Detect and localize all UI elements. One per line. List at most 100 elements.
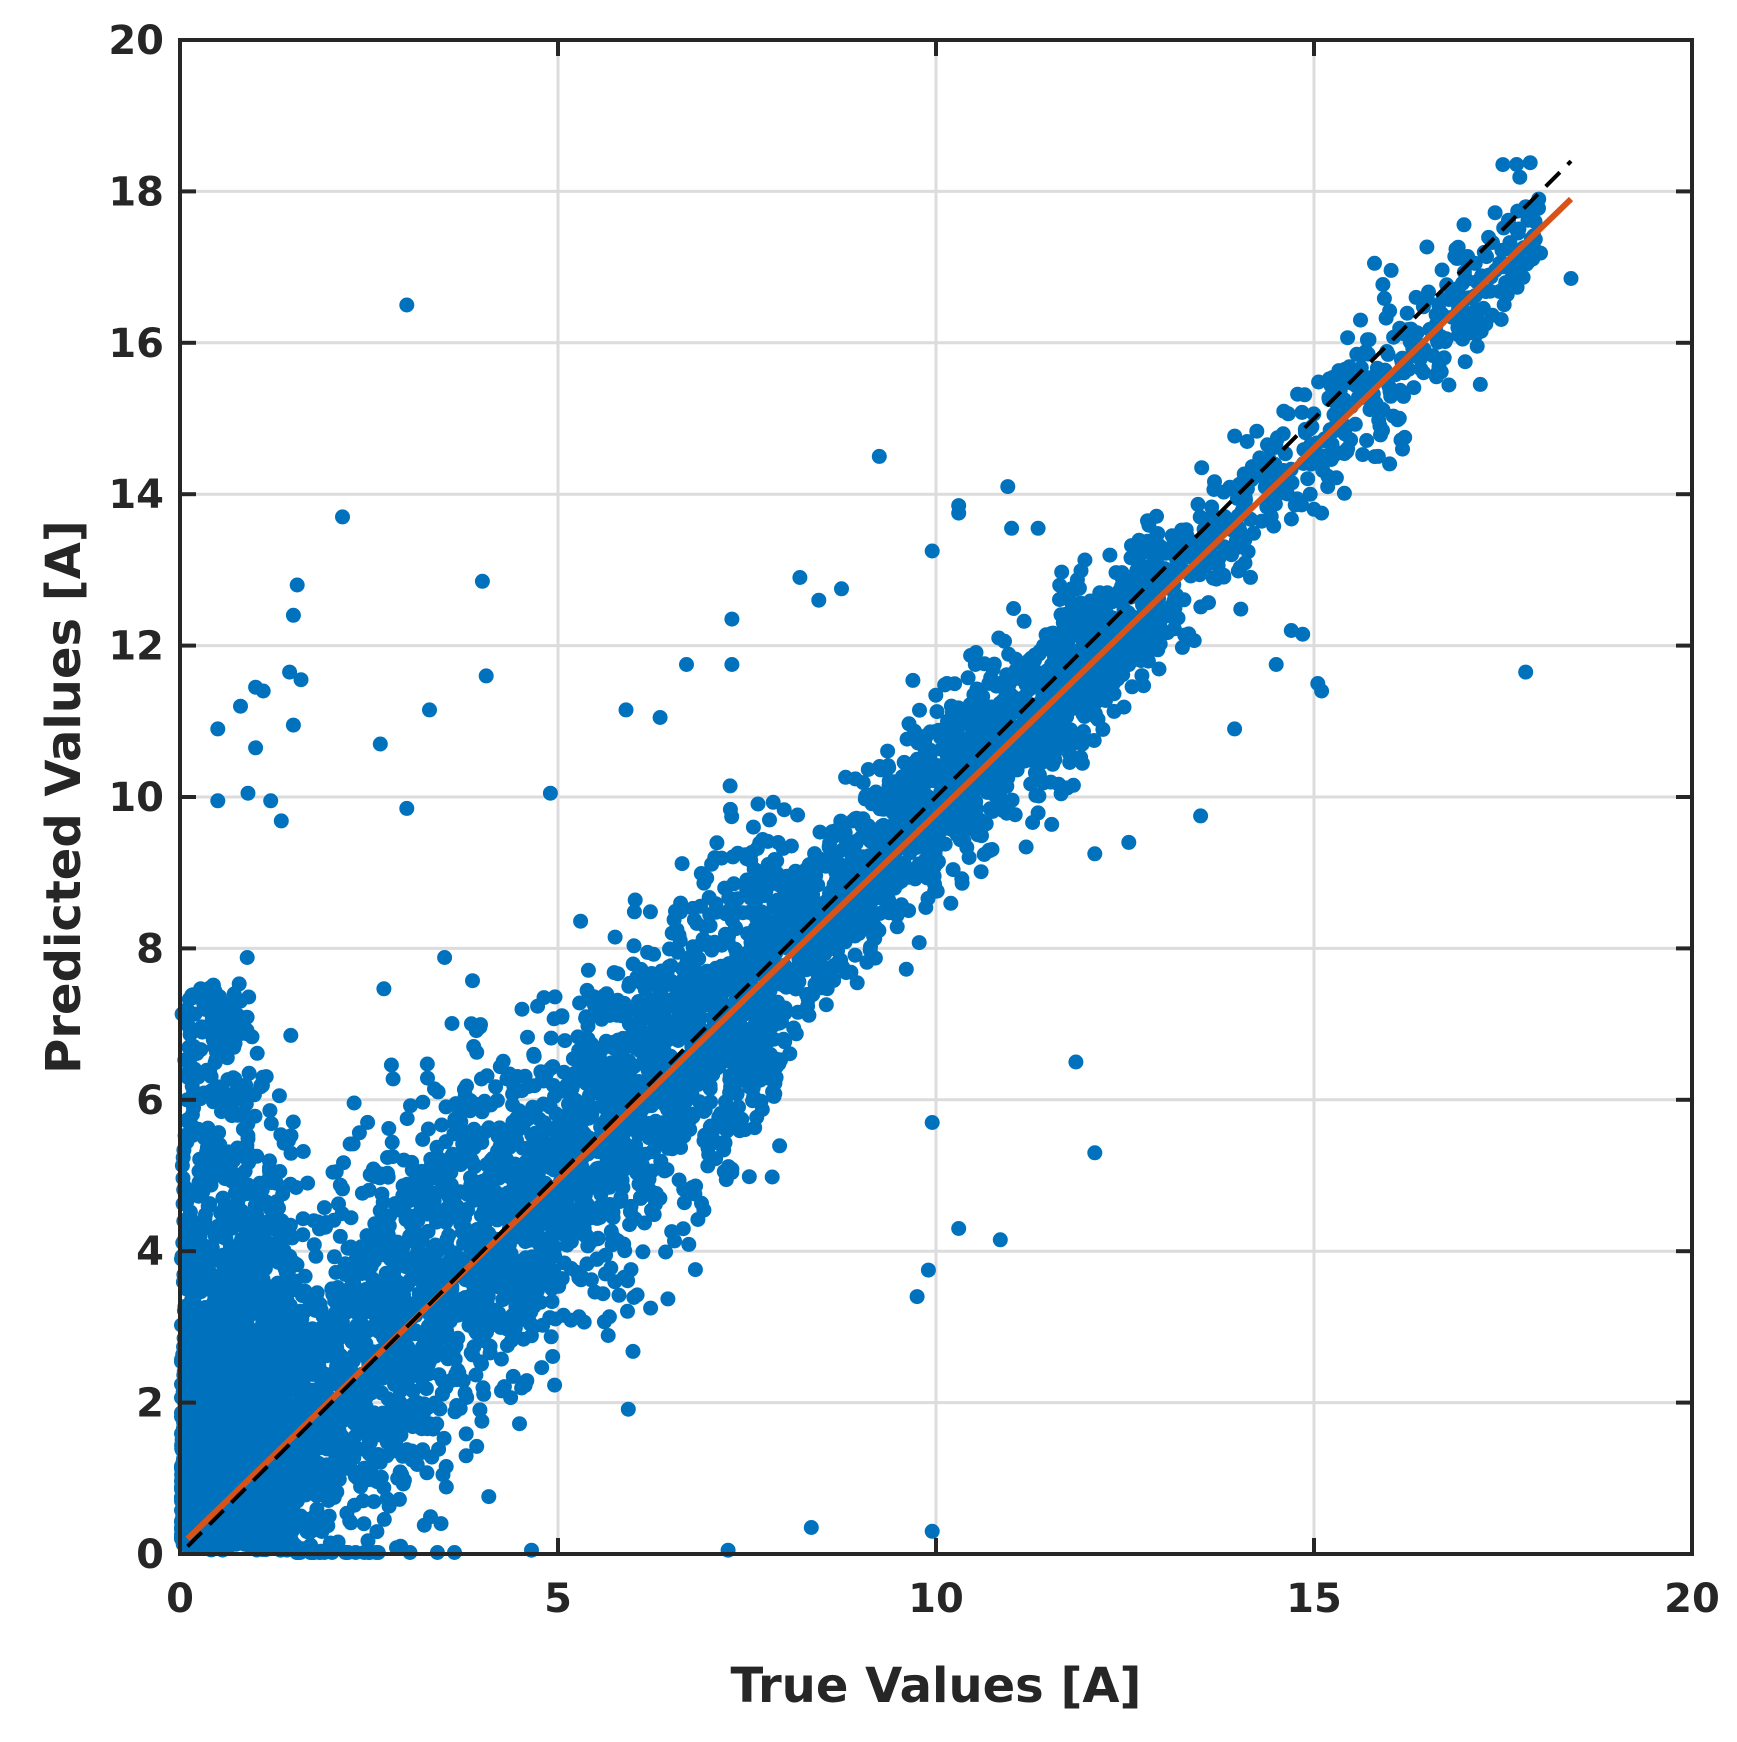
data-point bbox=[973, 864, 989, 880]
data-point bbox=[1353, 312, 1368, 328]
data-point bbox=[687, 1262, 703, 1278]
data-point bbox=[355, 1493, 371, 1509]
data-point bbox=[965, 821, 981, 837]
data-point bbox=[1246, 525, 1262, 541]
data-point bbox=[535, 1317, 551, 1333]
data-point bbox=[469, 1325, 484, 1341]
data-point bbox=[1071, 605, 1087, 621]
data-point bbox=[543, 1030, 559, 1046]
data-point bbox=[1382, 303, 1398, 319]
data-point bbox=[1054, 564, 1070, 580]
data-point bbox=[339, 1288, 355, 1304]
data-point bbox=[383, 1057, 399, 1073]
data-point bbox=[465, 973, 480, 989]
data-point bbox=[626, 938, 642, 954]
data-point bbox=[960, 670, 976, 686]
data-point bbox=[725, 849, 741, 865]
data-point bbox=[376, 981, 392, 997]
data-point bbox=[767, 1075, 783, 1091]
data-point bbox=[717, 1135, 733, 1151]
data-point bbox=[610, 966, 626, 982]
data-point bbox=[332, 1228, 348, 1244]
data-point bbox=[626, 904, 642, 920]
data-point bbox=[1283, 511, 1299, 527]
data-point bbox=[360, 1114, 376, 1130]
data-point bbox=[419, 1465, 435, 1481]
data-point bbox=[674, 856, 690, 872]
data-point bbox=[799, 953, 815, 969]
data-point bbox=[1290, 386, 1306, 402]
data-point bbox=[1331, 363, 1347, 379]
data-point bbox=[1493, 312, 1509, 327]
data-point bbox=[534, 1360, 550, 1376]
data-point bbox=[776, 802, 792, 818]
data-point bbox=[1249, 423, 1265, 439]
data-point bbox=[1349, 346, 1365, 362]
data-point bbox=[545, 1349, 561, 1364]
data-point bbox=[681, 1236, 697, 1252]
data-point bbox=[431, 1367, 447, 1383]
data-point bbox=[643, 1300, 659, 1316]
data-point bbox=[488, 1079, 504, 1095]
data-point bbox=[1018, 839, 1034, 855]
data-point bbox=[559, 1237, 575, 1253]
data-point bbox=[1496, 297, 1512, 313]
data-point bbox=[644, 966, 660, 981]
data-point bbox=[1194, 460, 1210, 476]
data-point bbox=[308, 1248, 324, 1264]
data-point bbox=[1065, 777, 1081, 793]
data-point bbox=[620, 1401, 636, 1417]
data-point bbox=[751, 1064, 767, 1080]
data-point bbox=[1151, 661, 1167, 677]
data-point bbox=[1276, 403, 1292, 419]
data-point bbox=[700, 1158, 716, 1174]
data-point bbox=[497, 1275, 512, 1291]
data-point bbox=[722, 778, 738, 794]
data-point bbox=[838, 769, 854, 785]
data-point bbox=[380, 1150, 395, 1165]
data-point bbox=[1355, 447, 1371, 463]
data-point bbox=[625, 1343, 641, 1359]
data-point bbox=[662, 941, 677, 957]
data-point bbox=[573, 913, 589, 929]
data-point bbox=[316, 1200, 332, 1216]
data-point bbox=[481, 1489, 497, 1505]
data-point bbox=[675, 1221, 691, 1237]
data-point bbox=[812, 824, 828, 840]
data-point bbox=[740, 926, 755, 942]
data-point bbox=[420, 1223, 436, 1239]
data-point bbox=[587, 1284, 603, 1300]
data-point bbox=[947, 676, 963, 692]
data-point bbox=[520, 1029, 535, 1045]
data-point bbox=[453, 1114, 469, 1130]
data-point bbox=[1044, 657, 1060, 673]
data-point bbox=[1294, 404, 1310, 420]
data-point bbox=[512, 1416, 527, 1432]
data-point bbox=[928, 687, 944, 703]
data-point bbox=[450, 1249, 466, 1265]
data-point bbox=[263, 1116, 279, 1132]
data-point bbox=[295, 1211, 311, 1227]
data-point bbox=[1495, 157, 1511, 173]
data-point bbox=[646, 946, 662, 962]
data-point bbox=[702, 1078, 718, 1094]
data-point bbox=[880, 743, 896, 759]
data-point bbox=[766, 1088, 782, 1104]
data-point bbox=[1008, 651, 1024, 667]
data-point bbox=[584, 1036, 600, 1052]
data-point bbox=[399, 1111, 415, 1127]
data-point bbox=[893, 897, 909, 913]
data-point bbox=[326, 1249, 342, 1265]
data-point bbox=[502, 1066, 517, 1082]
data-point bbox=[281, 1133, 296, 1149]
data-point bbox=[1326, 407, 1342, 423]
data-point bbox=[1359, 433, 1375, 448]
data-point bbox=[325, 1164, 341, 1180]
data-point bbox=[786, 1020, 802, 1036]
data-point bbox=[283, 1145, 299, 1161]
data-point bbox=[745, 1080, 761, 1096]
data-point bbox=[1403, 321, 1419, 337]
data-point bbox=[557, 1033, 573, 1049]
data-point bbox=[1086, 733, 1102, 748]
